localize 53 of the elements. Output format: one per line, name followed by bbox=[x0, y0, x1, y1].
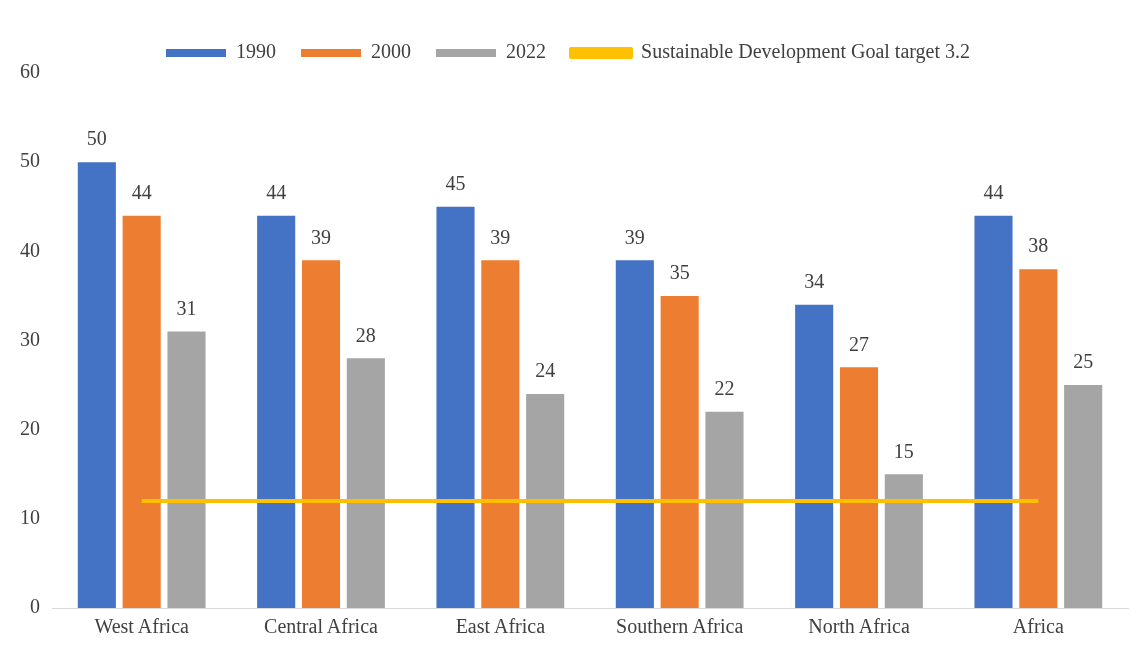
data-label: 38 bbox=[1028, 234, 1049, 257]
data-label: 39 bbox=[490, 225, 511, 248]
data-label: 28 bbox=[355, 323, 376, 346]
bar bbox=[1019, 269, 1058, 608]
data-label: 39 bbox=[311, 225, 331, 248]
y-tick-label: 0 bbox=[30, 595, 40, 618]
x-tick-label: Southern Africa bbox=[616, 615, 744, 638]
y-tick-label: 60 bbox=[20, 60, 40, 83]
y-tick-label: 50 bbox=[20, 149, 40, 172]
bar bbox=[660, 295, 699, 608]
bar bbox=[1064, 385, 1103, 608]
data-label: 44 bbox=[131, 180, 152, 203]
legend-label: 1990 bbox=[236, 40, 276, 63]
bar bbox=[481, 260, 520, 608]
x-tick-label: Africa bbox=[1012, 615, 1064, 638]
legend-label: Sustainable Development Goal target 3.2 bbox=[641, 40, 970, 64]
data-label: 24 bbox=[535, 359, 556, 382]
data-label: 44 bbox=[983, 180, 1004, 203]
bar bbox=[795, 304, 834, 608]
y-tick-label: 20 bbox=[20, 416, 40, 439]
data-label: 35 bbox=[669, 261, 690, 284]
bar bbox=[615, 260, 654, 608]
x-tick-label: West Africa bbox=[94, 615, 190, 638]
y-tick-label: 10 bbox=[20, 506, 40, 529]
legend-label: 2000 bbox=[371, 40, 411, 63]
data-label: 45 bbox=[445, 172, 466, 194]
y-tick-label: 30 bbox=[20, 327, 40, 350]
data-label: 34 bbox=[804, 270, 825, 293]
bar bbox=[346, 358, 385, 608]
bar bbox=[705, 411, 744, 608]
legend-label: 2022 bbox=[506, 40, 546, 63]
data-label: 15 bbox=[893, 439, 914, 462]
x-tick-label: North Africa bbox=[808, 615, 910, 638]
x-tick-label: Central Africa bbox=[264, 615, 379, 638]
bar bbox=[77, 162, 116, 608]
data-label: 44 bbox=[266, 180, 287, 203]
x-tick-label: East Africa bbox=[455, 615, 546, 638]
bar bbox=[839, 367, 879, 608]
data-label: 27 bbox=[849, 332, 869, 355]
bar bbox=[167, 331, 206, 608]
data-label: 39 bbox=[624, 225, 645, 248]
data-label: 22 bbox=[714, 377, 735, 400]
bar bbox=[526, 394, 565, 608]
y-tick-label: 40 bbox=[20, 238, 40, 261]
bar bbox=[436, 206, 475, 608]
data-label: 25 bbox=[1073, 350, 1094, 373]
bar bbox=[974, 215, 1013, 608]
data-label: 50 bbox=[86, 127, 107, 150]
bar bbox=[257, 215, 296, 608]
data-label: 31 bbox=[176, 296, 197, 319]
bar bbox=[884, 474, 923, 608]
bar bbox=[301, 260, 341, 608]
bar bbox=[122, 215, 161, 608]
